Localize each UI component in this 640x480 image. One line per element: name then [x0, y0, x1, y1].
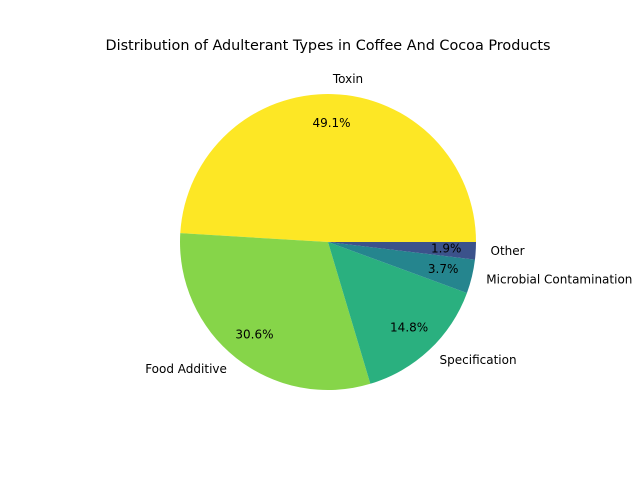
pie-labels: Toxin 49.1% Food Additive 30.6% Specificatio…: [145, 72, 632, 376]
chart-title: Distribution of Adulterant Types in Coff…: [105, 38, 550, 54]
slice-label-specification: Specification: [440, 353, 517, 367]
slice-percent-food-additive: 30.6%: [235, 327, 273, 341]
slice-percent-toxin: 49.1%: [312, 116, 350, 130]
pie-slices: [179, 93, 476, 390]
pie-slice-toxin: [180, 93, 476, 242]
slice-label-other: Other: [491, 244, 525, 258]
slice-label-toxin: Toxin: [332, 72, 363, 86]
slice-percent-microbial-contamination: 3.7%: [428, 262, 459, 276]
slice-percent-other: 1.9%: [431, 242, 462, 256]
pie-slice-food-additive: [179, 233, 371, 390]
pie-slice-microbial-contamination: [328, 242, 475, 293]
slice-label-microbial-contamination: Microbial Contamination: [486, 272, 632, 286]
slice-label-food-additive: Food Additive: [145, 362, 227, 376]
pie-slice-specification: [328, 242, 467, 384]
slice-percent-specification: 14.8%: [390, 321, 428, 335]
pie-slice-other: [328, 242, 476, 260]
